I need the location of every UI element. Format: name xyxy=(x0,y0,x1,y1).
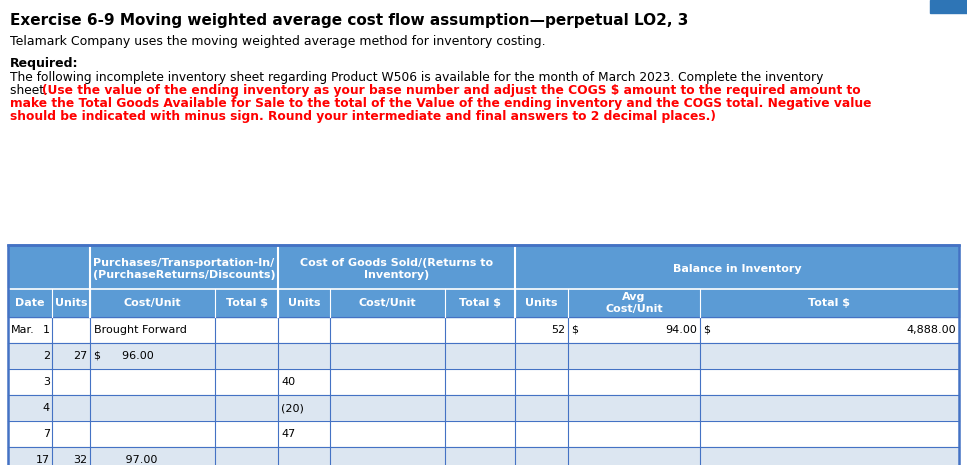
Text: Date: Date xyxy=(15,298,44,308)
Text: 27: 27 xyxy=(73,351,87,361)
Text: 4,888.00: 4,888.00 xyxy=(906,325,956,335)
Text: The following incomplete inventory sheet regarding Product W506 is available for: The following incomplete inventory sheet… xyxy=(10,71,823,84)
Text: (20): (20) xyxy=(281,403,304,413)
Text: Total $: Total $ xyxy=(459,298,501,308)
Text: 7: 7 xyxy=(43,429,50,439)
Text: Total $: Total $ xyxy=(808,298,851,308)
Text: make the Total Goods Available for Sale to the total of the Value of the ending : make the Total Goods Available for Sale … xyxy=(10,97,871,110)
Text: Total $: Total $ xyxy=(225,298,268,308)
Text: Cost/Unit: Cost/Unit xyxy=(124,298,182,308)
Text: Exercise 6-9 Moving weighted average cost flow assumption—perpetual LO2, 3: Exercise 6-9 Moving weighted average cos… xyxy=(10,13,689,28)
Text: 47: 47 xyxy=(281,429,295,439)
Text: Balance in Inventory: Balance in Inventory xyxy=(673,264,802,274)
Text: sheet.: sheet. xyxy=(10,84,52,97)
Text: Avg
Cost/Unit: Avg Cost/Unit xyxy=(605,292,662,314)
Text: should be indicated with minus sign. Round your intermediate and final answers t: should be indicated with minus sign. Rou… xyxy=(10,110,716,123)
Text: 32: 32 xyxy=(73,455,87,465)
Text: $: $ xyxy=(703,325,710,335)
Text: Mar.: Mar. xyxy=(11,325,35,335)
Text: Purchases/Transportation-In/
(PurchaseReturns/Discounts): Purchases/Transportation-In/ (PurchaseRe… xyxy=(93,258,276,280)
Text: Units: Units xyxy=(525,298,558,308)
Bar xyxy=(8,343,959,369)
Bar xyxy=(8,317,959,343)
Text: 3: 3 xyxy=(43,377,50,387)
Text: 40: 40 xyxy=(281,377,295,387)
Bar xyxy=(8,421,959,447)
Text: 94.00: 94.00 xyxy=(665,325,697,335)
Bar xyxy=(8,369,959,395)
Text: 52: 52 xyxy=(551,325,565,335)
Text: 2: 2 xyxy=(43,351,50,361)
Text: Units: Units xyxy=(55,298,87,308)
Bar xyxy=(8,245,959,465)
Text: 97.00: 97.00 xyxy=(94,455,158,465)
Bar xyxy=(8,395,959,421)
Text: $      96.00: $ 96.00 xyxy=(94,351,154,361)
Bar xyxy=(8,447,959,465)
Text: Cost of Goods Sold/(Returns to
Inventory): Cost of Goods Sold/(Returns to Inventory… xyxy=(300,258,493,280)
Text: Brought Forward: Brought Forward xyxy=(94,325,187,335)
Text: 4: 4 xyxy=(43,403,50,413)
Text: Telamark Company uses the moving weighted average method for inventory costing.: Telamark Company uses the moving weighte… xyxy=(10,35,545,48)
Text: (Use the value of the ending inventory as your base number and adjust the COGS $: (Use the value of the ending inventory a… xyxy=(42,84,861,97)
Bar xyxy=(930,0,967,13)
Text: 1: 1 xyxy=(43,325,50,335)
Text: 17: 17 xyxy=(36,455,50,465)
Text: Required:: Required: xyxy=(10,57,78,70)
Text: Units: Units xyxy=(288,298,320,308)
Bar xyxy=(8,245,959,317)
Text: $: $ xyxy=(571,325,578,335)
Text: Cost/Unit: Cost/Unit xyxy=(359,298,417,308)
